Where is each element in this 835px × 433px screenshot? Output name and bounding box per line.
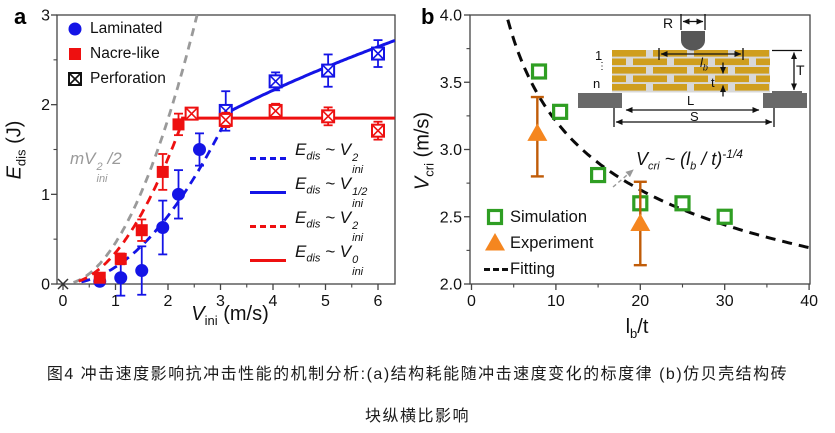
svg-text:2.5: 2.5 [440, 209, 462, 226]
kinetic-energy-label: mV 2 ini/2 [70, 149, 122, 185]
gray-label-supsub: 2 ini [96, 161, 108, 185]
legend-label: Fitting [510, 259, 555, 278]
svg-text:6: 6 [374, 293, 383, 310]
scaling-law-formula: Edis ~ V 2 ini [295, 139, 364, 176]
svg-text:2: 2 [41, 97, 50, 114]
svg-text:1: 1 [111, 293, 120, 310]
dash-marker-icon [484, 267, 510, 271]
svg-text:10: 10 [547, 293, 565, 310]
panel-b-ylabel: Vcri (m/s) [411, 111, 437, 191]
panel-a-letter: a [14, 4, 27, 29]
inset-label-R: R [663, 15, 674, 31]
caption-line-2: 块纵横比影响 [364, 408, 470, 425]
inset-schematic [578, 14, 807, 127]
legend-label: Perforation [90, 69, 166, 87]
triangle-marker-icon [484, 232, 510, 254]
gray-label-post: /2 [107, 149, 122, 168]
scaling-law-item: Edis ~ V 0 ini [250, 242, 367, 277]
dashed-line-sample [250, 224, 286, 228]
inset-label-dots: ⋮ [597, 61, 607, 72]
legend-label: Experiment [510, 233, 594, 252]
inset-label-1: 1 [595, 48, 603, 63]
inset-label-T: T [796, 62, 805, 78]
inset-label-S: S [690, 109, 699, 124]
svg-text:1: 1 [41, 187, 50, 204]
scaling-law-item: Edis ~ V 2 ini [250, 208, 367, 243]
scaling-law-formula: Edis ~ V 1/2 ini [295, 173, 368, 210]
solid-line-sample [250, 258, 286, 262]
svg-text:20: 20 [631, 293, 649, 310]
legend-item-experiment: Experiment [484, 230, 593, 256]
circle-marker-icon [64, 18, 90, 40]
legend-item-simulation: Simulation [484, 204, 593, 230]
panel-b-letter: b [421, 4, 435, 29]
svg-text:4: 4 [269, 293, 278, 310]
svg-text:3: 3 [41, 8, 50, 25]
svg-text:2: 2 [164, 293, 173, 310]
square-marker-icon [64, 43, 90, 65]
svg-text:3.0: 3.0 [440, 142, 462, 159]
svg-text:0: 0 [59, 293, 68, 310]
svg-text:0: 0 [41, 277, 50, 294]
panel-b-xlabel: lb/t [625, 316, 649, 341]
legend-item-nacre-like: Nacre-like [64, 41, 166, 66]
svg-text:40: 40 [800, 293, 818, 310]
scaling-law-item: Edis ~ V 2 ini [250, 140, 367, 175]
legend-label: Nacre-like [90, 44, 160, 62]
legend-label: Laminated [90, 19, 163, 37]
solid-line-sample [250, 190, 286, 194]
panel-a-formula-legend: Edis ~ V 2 ini Edis ~ V 1/2 ini Edis ~ V 2 ini Ed… [250, 140, 367, 283]
legend-item-laminated: Laminated [64, 16, 166, 41]
dashed-line-sample [250, 156, 286, 160]
legend-item-perforation: Perforation [64, 66, 166, 91]
panel-a-xlabel: Vini (m/s) [191, 303, 269, 328]
inset-label-t: t [711, 75, 715, 90]
fit-annotation: Vcri ~ (lb / t)-1/4 [636, 147, 743, 173]
svg-text:3.5: 3.5 [440, 75, 462, 92]
legend-item-fitting: Fitting [484, 256, 593, 282]
panel-a-ylabel: Edis (J) [3, 120, 29, 180]
panel-a-plot: 0 1 2 3 4 5 6 0 1 2 3 [41, 8, 396, 310]
scaling-law-formula: Edis ~ V 2 ini [295, 207, 364, 244]
crossed-square-marker-icon [64, 68, 90, 90]
svg-text:4.0: 4.0 [440, 8, 462, 25]
panel-b-plot: 0 10 20 30 40 2.0 2.5 3.0 3.5 4.0 [440, 8, 818, 311]
inset-label-n: n [593, 76, 601, 91]
inset-label-lb: lb [700, 55, 708, 73]
gray-label-pre: mV [70, 149, 96, 168]
scaling-law-formula: Edis ~ V 0 ini [295, 241, 364, 278]
inset-label-L: L [687, 93, 695, 108]
svg-text:30: 30 [716, 293, 734, 310]
scaling-law-item: Edis ~ V 1/2 ini [250, 174, 367, 209]
open-square-marker-icon [484, 206, 510, 228]
caption-line-1: 图4 冲击速度影响抗冲击性能的机制分析:(a)结构耗能随冲击速度变化的标度律 (… [46, 366, 789, 383]
svg-text:5: 5 [321, 293, 330, 310]
legend-label: Simulation [510, 207, 588, 226]
panel-a-legend: Laminated Nacre-like Perforation [64, 16, 166, 91]
svg-text:2.0: 2.0 [440, 277, 462, 294]
svg-text:3: 3 [216, 293, 225, 310]
svg-text:0: 0 [467, 293, 476, 310]
panel-b-legend: Simulation Experiment Fitting [484, 204, 593, 282]
plots-canvas: 0 1 2 3 4 5 6 0 1 2 3 0 10 20 30 40 2.0 2.5 3.0 3.5 4.0 [41, 8, 818, 311]
